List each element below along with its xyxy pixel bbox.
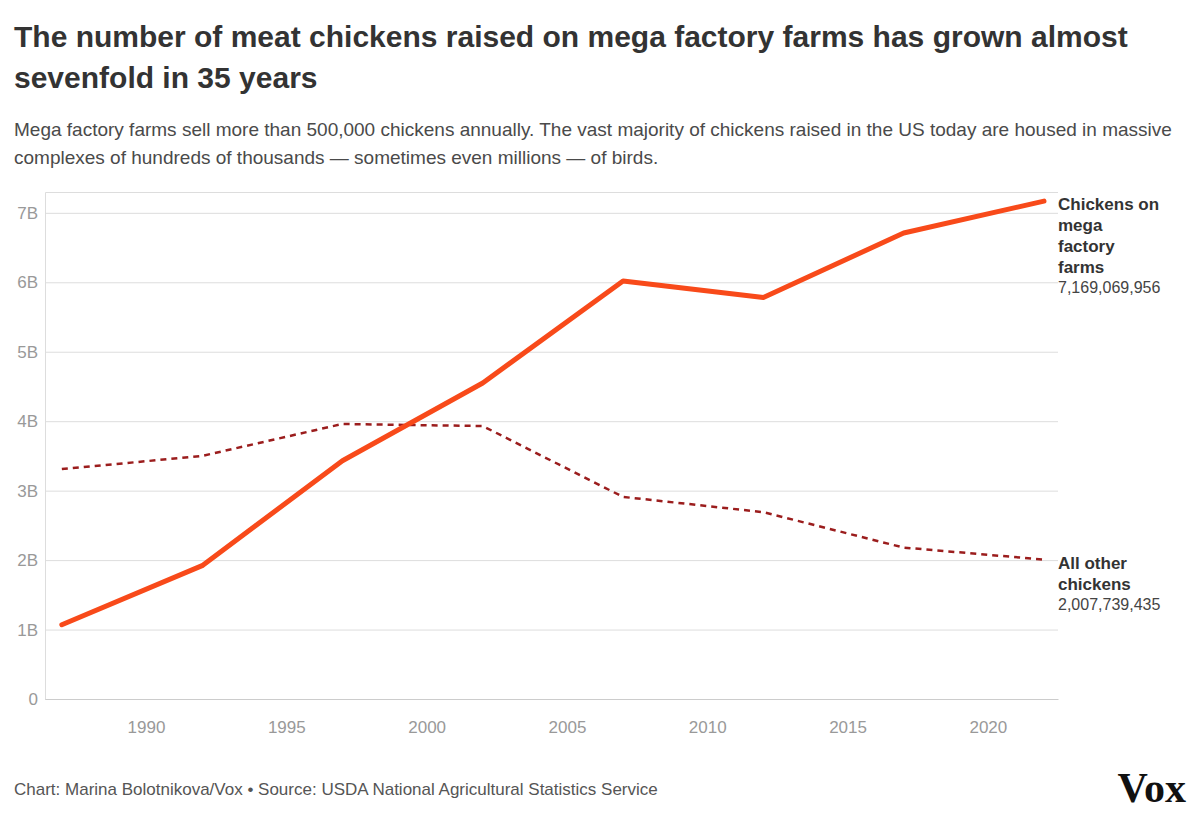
grid-line bbox=[45, 699, 1058, 700]
x-tick-label: 2005 bbox=[549, 718, 587, 737]
plot-area bbox=[62, 201, 1044, 625]
y-tick-label: 3B bbox=[17, 482, 38, 501]
grid-line bbox=[45, 421, 1058, 422]
x-tick: 1995 bbox=[268, 699, 306, 737]
x-tick-label: 2010 bbox=[689, 718, 727, 737]
x-tick: 2000 bbox=[408, 699, 446, 737]
grid-line bbox=[45, 630, 1058, 631]
data-label: 7,169,069,956 bbox=[1058, 279, 1160, 296]
grid-line bbox=[45, 560, 1058, 561]
y-tick: 6B bbox=[17, 273, 1058, 292]
x-tick-label: 2000 bbox=[408, 718, 446, 737]
text-line: The number of meat chickens raised on me… bbox=[14, 20, 1128, 53]
y-tick-label: 5B bbox=[17, 343, 38, 362]
x-tick: 2015 bbox=[829, 699, 867, 737]
source: Chart: Marina Bolotnikova/Vox • Source: … bbox=[14, 780, 658, 799]
subtitle: Mega factory farms sell more than 500,00… bbox=[14, 119, 1172, 168]
x-tick-label: 2020 bbox=[969, 718, 1007, 737]
x-axis: 1990 1995 2000 2005 2010 2015 2020 bbox=[46, 699, 1059, 737]
chart-container: The number of meat chickens raised on me… bbox=[0, 0, 1200, 824]
text-line: Mega factory farms sell more than 500,00… bbox=[14, 119, 1172, 140]
grid-line bbox=[45, 213, 1058, 214]
text-line: factory bbox=[1058, 237, 1115, 256]
text-line: Chickens on bbox=[1058, 195, 1159, 214]
y-axis: 0 1B 2B 3B 4B 5B 6B 7B bbox=[17, 193, 1058, 709]
x-tick: 2020 bbox=[969, 699, 1007, 737]
chart-svg: The number of meat chickens raised on me… bbox=[0, 0, 1200, 824]
text-line: mega bbox=[1058, 216, 1103, 235]
grid-line bbox=[45, 491, 1058, 492]
end-labels: All other chickens 2,007,739,435 Chickens o… bbox=[1058, 195, 1160, 612]
data-label: 2,007,739,435 bbox=[1058, 596, 1160, 613]
y-tick-label: 7B bbox=[17, 204, 38, 223]
series-label: Chickens on mega factory farms bbox=[1058, 195, 1159, 277]
x-tick-label: 1990 bbox=[128, 718, 166, 737]
text-line: sevenfold in 35 years bbox=[14, 61, 318, 94]
y-tick-label: 4B bbox=[17, 412, 38, 431]
series-label: All other chickens bbox=[1058, 554, 1131, 594]
text-line: chickens bbox=[1058, 575, 1131, 594]
y-tick-label: 1B bbox=[17, 620, 38, 639]
text-line: complexes of hundreds of thousands — som… bbox=[14, 147, 658, 168]
y-tick: 4B bbox=[17, 412, 1058, 431]
text-line: All other bbox=[1058, 554, 1127, 573]
x-tick: 2005 bbox=[549, 699, 587, 737]
series-line bbox=[62, 201, 1044, 625]
y-tick-label: 6B bbox=[17, 273, 38, 292]
y-tick: 7B bbox=[17, 204, 1058, 223]
y-tick-label: 0 bbox=[29, 690, 38, 709]
y-axis-line bbox=[46, 193, 1059, 700]
x-tick-label: 2015 bbox=[829, 718, 867, 737]
grid-line bbox=[45, 352, 1058, 353]
logo: Vox bbox=[1118, 765, 1186, 811]
y-tick: 1B bbox=[17, 620, 1058, 639]
title: The number of meat chickens raised on me… bbox=[14, 20, 1128, 94]
y-tick: 3B bbox=[17, 482, 1058, 501]
y-tick: 2B bbox=[17, 551, 1058, 570]
grid-line bbox=[45, 282, 1058, 283]
text-line: farms bbox=[1058, 258, 1104, 277]
x-axis-line bbox=[46, 699, 1059, 700]
series-line bbox=[62, 424, 1044, 560]
x-tick: 2010 bbox=[689, 699, 727, 737]
x-tick: 1990 bbox=[128, 699, 166, 737]
y-tick: 0 bbox=[29, 690, 1058, 709]
y-tick-label: 2B bbox=[17, 551, 38, 570]
x-tick-label: 1995 bbox=[268, 718, 306, 737]
